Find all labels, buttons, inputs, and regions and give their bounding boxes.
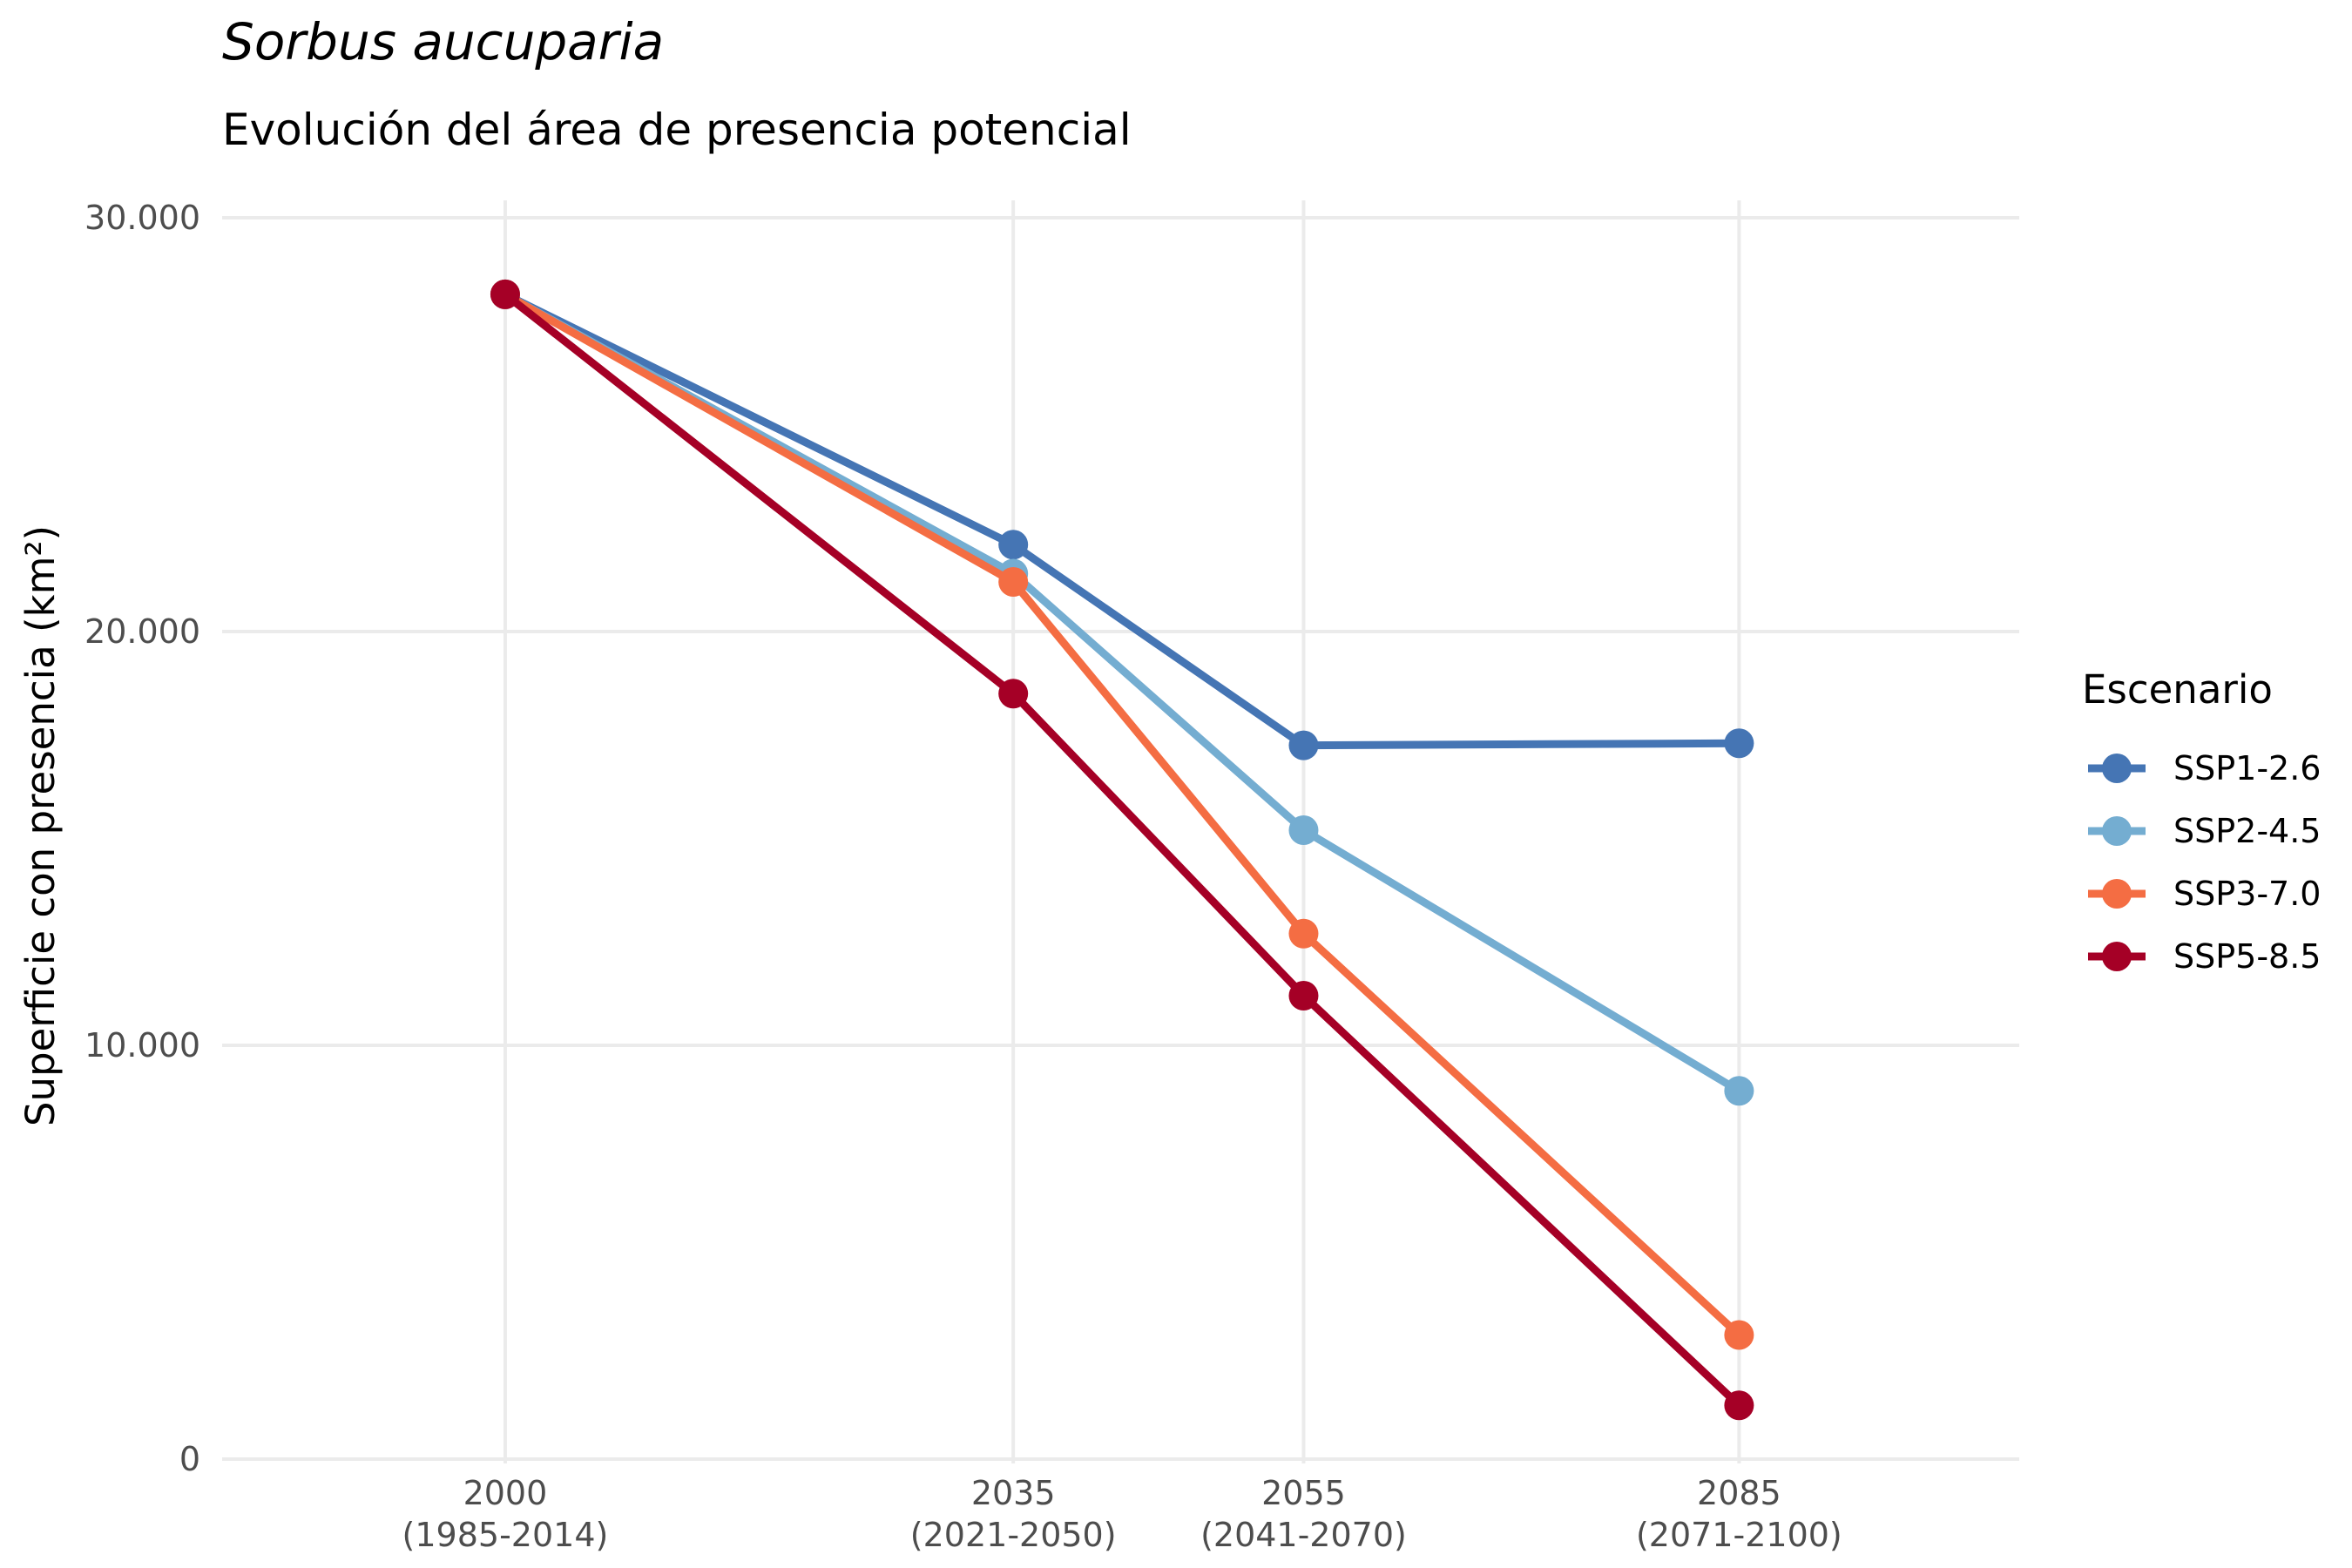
data-point: [998, 679, 1029, 709]
y-tick-label: 30.000: [84, 199, 200, 237]
data-point: [1288, 730, 1319, 760]
x-axis-ticks: 2000 (1985-2014) 2035 (2021-2050) 2055 (2041-…: [402, 1474, 1842, 1554]
legend-label: SSP2-4.5: [2173, 812, 2321, 850]
series-ssp2-4-5: [490, 279, 1754, 1106]
legend-label: SSP5-8.5: [2173, 937, 2321, 976]
legend-item: SSP2-4.5: [2088, 812, 2321, 850]
legend-item: SSP5-8.5: [2088, 937, 2321, 976]
y-tick-label: 20.000: [84, 612, 200, 651]
legend-key-point: [2102, 816, 2132, 846]
legend-label: SSP1-2.6: [2173, 749, 2321, 787]
series-ssp5-8-5: [490, 279, 1754, 1421]
data-point: [1724, 1320, 1754, 1350]
x-tick-sublabel: (1985-2014): [402, 1516, 609, 1554]
series-lines: [490, 279, 1754, 1421]
chart-title: Sorbus aucuparia: [222, 12, 665, 71]
series-line: [503, 290, 1742, 1338]
legend-item: SSP1-2.6: [2088, 749, 2321, 787]
data-point: [490, 279, 520, 309]
x-tick-label: 2035: [971, 1474, 1056, 1512]
legend: Escenario SSP1-2.6 SSP2-4.5 SSP3-7.0 SSP5-8…: [2082, 666, 2321, 976]
data-point: [998, 567, 1029, 597]
y-tick-label: 0: [179, 1440, 200, 1478]
series-ssp3-7-0: [490, 279, 1754, 1350]
data-point: [1288, 815, 1319, 845]
legend-key-point: [2102, 754, 2132, 783]
series-line: [503, 290, 1740, 750]
x-tick-sublabel: (2071-2100): [1636, 1516, 1842, 1554]
data-point: [1288, 981, 1319, 1010]
data-point: [1724, 1390, 1754, 1421]
x-tick-sublabel: (2041-2070): [1200, 1516, 1407, 1554]
legend-title: Escenario: [2082, 666, 2273, 713]
x-tick-label: 2055: [1261, 1474, 1346, 1512]
series-ssp1-2-6: [490, 279, 1754, 760]
series-line: [503, 291, 1742, 1409]
x-tick-label: 2000: [463, 1474, 548, 1512]
y-tick-label: 10.000: [84, 1026, 200, 1064]
legend-key-point: [2102, 879, 2132, 909]
data-point: [1724, 1076, 1754, 1106]
grid-lines: [222, 200, 2019, 1463]
data-point: [1288, 918, 1319, 949]
legend-item: SSP3-7.0: [2088, 875, 2321, 913]
legend-key-point: [2102, 942, 2132, 971]
y-axis-ticks: 0 10.000 20.000 30.000: [84, 199, 200, 1478]
legend-label: SSP3-7.0: [2173, 875, 2321, 913]
legend-items: SSP1-2.6 SSP2-4.5 SSP3-7.0 SSP5-8.5: [2088, 749, 2321, 976]
chart-subtitle: Evolución del área de presencia potencia…: [222, 105, 1132, 155]
series-line: [503, 290, 1741, 1095]
data-point: [1724, 728, 1754, 759]
data-point: [998, 530, 1029, 560]
x-tick-label: 2085: [1697, 1474, 1781, 1512]
x-tick-sublabel: (2021-2050): [910, 1516, 1117, 1554]
y-axis-title: Superficie con presencia (km²): [17, 525, 64, 1126]
